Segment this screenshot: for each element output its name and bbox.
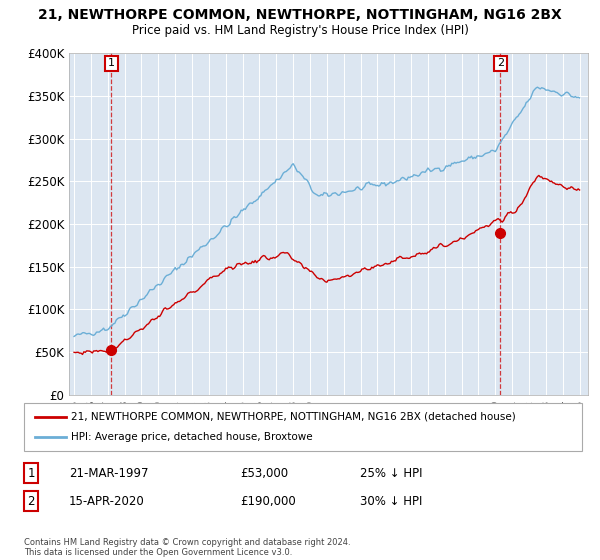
Text: 15-APR-2020: 15-APR-2020 xyxy=(69,494,145,508)
Text: 2: 2 xyxy=(497,58,504,68)
Text: Price paid vs. HM Land Registry's House Price Index (HPI): Price paid vs. HM Land Registry's House … xyxy=(131,24,469,36)
Text: Contains HM Land Registry data © Crown copyright and database right 2024.
This d: Contains HM Land Registry data © Crown c… xyxy=(24,538,350,557)
Text: 30% ↓ HPI: 30% ↓ HPI xyxy=(360,494,422,508)
Text: 2: 2 xyxy=(28,494,35,508)
Text: £53,000: £53,000 xyxy=(240,466,288,480)
Text: £190,000: £190,000 xyxy=(240,494,296,508)
FancyBboxPatch shape xyxy=(24,403,582,451)
Text: 25% ↓ HPI: 25% ↓ HPI xyxy=(360,466,422,480)
Text: 21, NEWTHORPE COMMON, NEWTHORPE, NOTTINGHAM, NG16 2BX: 21, NEWTHORPE COMMON, NEWTHORPE, NOTTING… xyxy=(38,8,562,22)
Text: 1: 1 xyxy=(108,58,115,68)
Text: HPI: Average price, detached house, Broxtowe: HPI: Average price, detached house, Brox… xyxy=(71,432,313,442)
Text: 1: 1 xyxy=(28,466,35,480)
Text: 21-MAR-1997: 21-MAR-1997 xyxy=(69,466,149,480)
Text: 21, NEWTHORPE COMMON, NEWTHORPE, NOTTINGHAM, NG16 2BX (detached house): 21, NEWTHORPE COMMON, NEWTHORPE, NOTTING… xyxy=(71,412,516,422)
